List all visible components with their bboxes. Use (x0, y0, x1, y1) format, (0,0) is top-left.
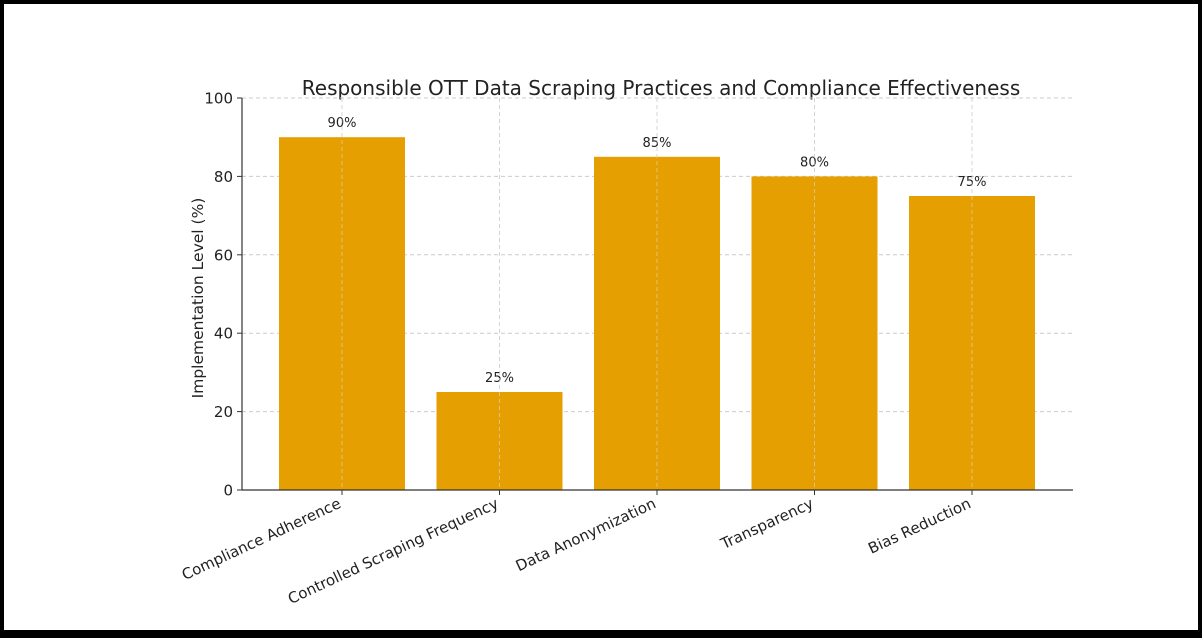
y-tick-label: 20 (214, 403, 233, 421)
y-tick-label: 40 (214, 325, 233, 343)
y-tick-label: 0 (223, 482, 233, 500)
y-tick-label: 60 (214, 246, 233, 264)
x-tick-label: Compliance Adherence (179, 494, 344, 584)
chart-frame: Responsible OTT Data Scraping Practices … (4, 4, 1198, 630)
x-tick-label: Bias Reduction (865, 494, 973, 557)
y-tick-label: 80 (214, 168, 233, 186)
chart-title: Responsible OTT Data Scraping Practices … (302, 76, 1020, 100)
x-tick-label: Transparency (717, 494, 816, 553)
x-tick-label: Data Anonymization (513, 494, 659, 575)
bar-chart: Responsible OTT Data Scraping Practices … (179, 76, 1073, 608)
data-label: 90% (328, 116, 357, 131)
y-axis-label: Implementation Level (%) (189, 198, 207, 399)
y-tick-label: 100 (204, 90, 233, 108)
